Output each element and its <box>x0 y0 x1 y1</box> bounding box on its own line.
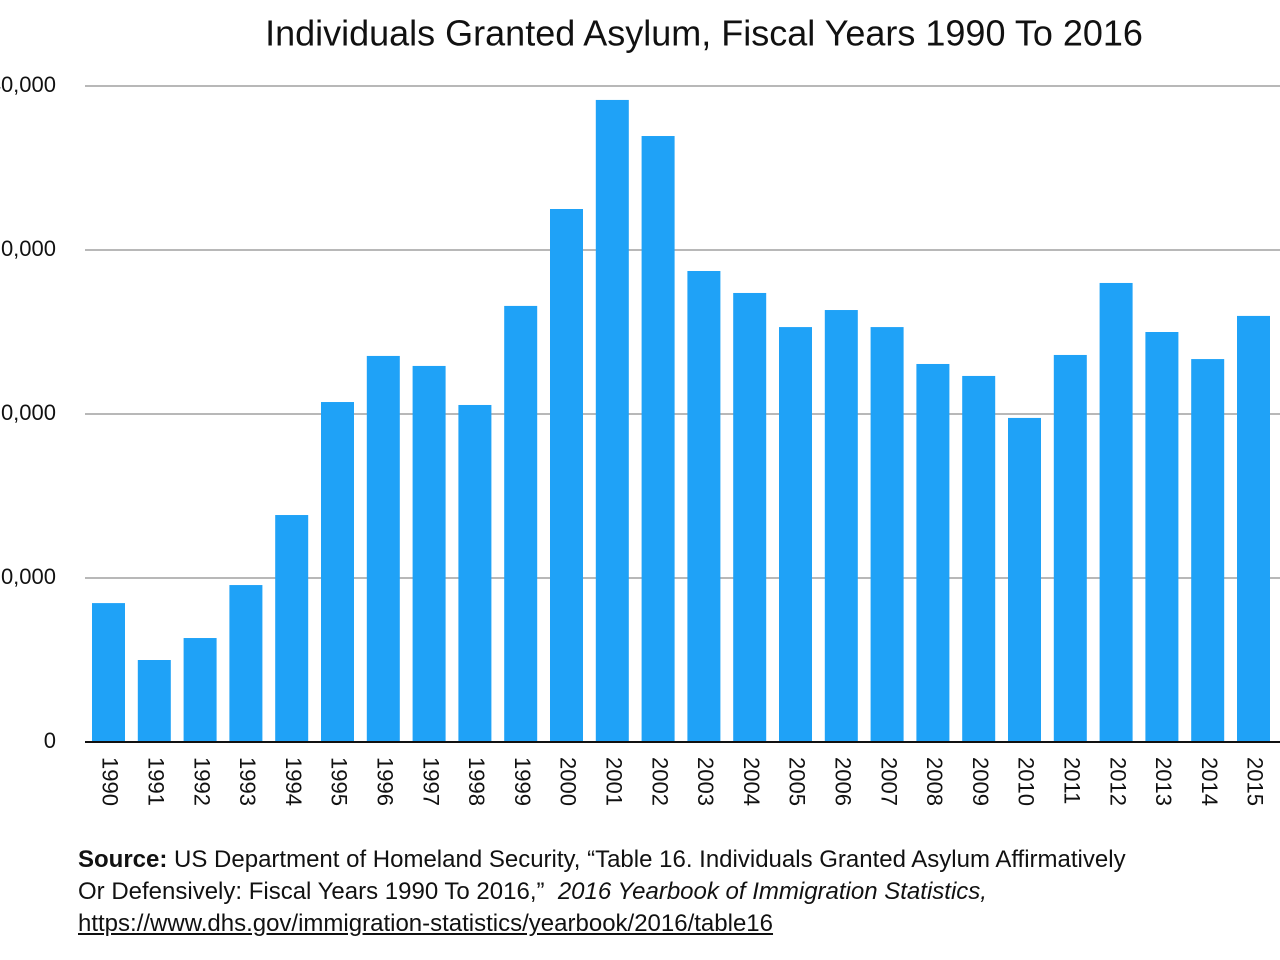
y-tick-label: 30,000 <box>0 236 56 261</box>
x-tick-label: 1993 <box>235 757 260 806</box>
bar <box>916 363 950 742</box>
x-tick-label: 2009 <box>968 757 993 806</box>
x-tick-label: 2015 <box>1243 757 1268 806</box>
y-tick-label: 0 <box>44 728 56 753</box>
bar <box>321 402 354 742</box>
x-tick-label: 2001 <box>601 757 626 806</box>
bar <box>687 270 721 742</box>
bar <box>92 603 125 742</box>
x-tick-label: 2000 <box>556 757 581 806</box>
bar <box>595 99 629 742</box>
x-tick-label: 2010 <box>1014 757 1039 806</box>
x-tick-label: 1996 <box>372 757 397 806</box>
x-tick-label: 1990 <box>98 757 123 806</box>
bar <box>504 305 538 742</box>
bar <box>733 292 767 742</box>
bar <box>779 327 812 742</box>
bar <box>183 638 217 742</box>
bar <box>1237 315 1270 742</box>
x-tick-label: 2011 <box>1059 757 1084 804</box>
bar <box>1191 359 1225 742</box>
source-note: Source: US Department of Homeland Securi… <box>78 844 1126 940</box>
x-tick-label: 1992 <box>189 757 214 806</box>
x-tick-label: 2007 <box>876 757 901 806</box>
bar <box>275 515 309 742</box>
bar <box>412 365 446 742</box>
x-tick-label: 2014 <box>1197 757 1222 806</box>
bar <box>1053 354 1087 742</box>
bar <box>824 310 858 742</box>
x-tick-label: 1994 <box>281 757 306 806</box>
chart: Individuals Granted Asylum, Fiscal Years… <box>0 13 1280 806</box>
x-tick-label: 1991 <box>143 757 168 806</box>
bar <box>870 327 904 742</box>
chart-title: Individuals Granted Asylum, Fiscal Years… <box>265 13 1143 54</box>
x-tick-label: 2012 <box>1105 757 1130 806</box>
bar <box>1008 417 1041 742</box>
source-text: US Department of Homeland Security, “Tab… <box>174 846 1126 873</box>
x-tick-label: 2013 <box>1151 757 1176 806</box>
x-tick-label: 1995 <box>327 757 352 806</box>
x-tick-label: 1998 <box>464 757 489 806</box>
y-tick-label: 10,000 <box>0 564 56 589</box>
source-text: Or Defensively: Fiscal Years 1990 To 201… <box>78 878 545 905</box>
bar <box>366 355 400 742</box>
x-tick-label: 2006 <box>830 757 855 806</box>
bar <box>458 404 492 742</box>
bar <box>137 660 171 742</box>
bar <box>229 585 263 742</box>
x-tick-label: 2004 <box>739 757 764 806</box>
x-tick-label: 1999 <box>510 757 535 806</box>
x-tick-label: 2002 <box>647 757 672 806</box>
x-tick-label: 2003 <box>693 757 718 806</box>
x-tick-label: 2008 <box>922 757 947 806</box>
source-label: Source: <box>78 846 168 873</box>
bar <box>1099 282 1133 742</box>
bar <box>962 375 996 742</box>
bar <box>641 136 675 742</box>
bar <box>1145 332 1179 742</box>
x-tick-label: 2005 <box>785 757 810 806</box>
x-tick-label: 1997 <box>418 757 443 806</box>
y-tick-label: 40,000 <box>0 72 56 97</box>
source-publication: 2016 Yearbook of Immigration Statistics, <box>557 878 987 905</box>
source-link[interactable]: https://www.dhs.gov/immigration-statisti… <box>78 910 774 937</box>
bar <box>550 209 583 742</box>
y-tick-label: 20,000 <box>0 400 56 425</box>
